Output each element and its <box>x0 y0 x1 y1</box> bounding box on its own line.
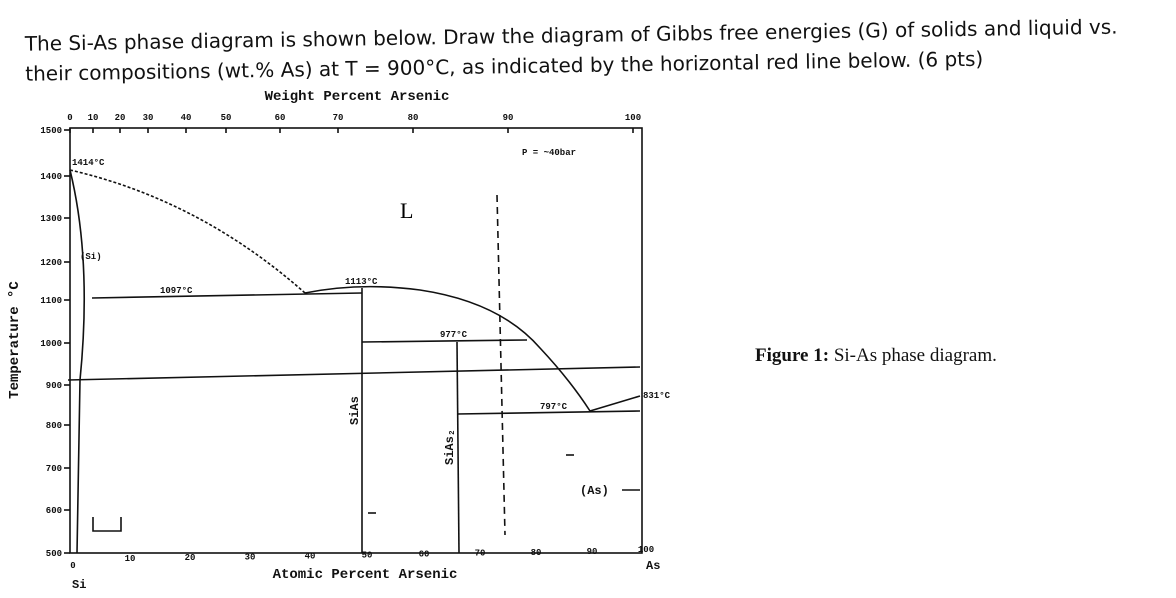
sias2-line <box>456 341 460 554</box>
eutectic2-line <box>456 410 641 415</box>
top-tick-label: 40 <box>181 113 192 123</box>
label: Si <box>72 578 86 592</box>
liquidus <box>304 285 591 412</box>
temperature-line <box>67 366 641 381</box>
caption-text: Si-As phase diagram. <box>834 345 997 366</box>
top-tick-label: 100 <box>625 113 641 123</box>
top-tick-label: 80 <box>408 113 419 123</box>
sketch <box>92 517 122 532</box>
phase-diagram: Weight Percent Arsenic Atomic Percent Ar… <box>7 89 671 592</box>
bottom-tick-label: 50 <box>362 551 373 561</box>
label: 831°C <box>643 391 671 401</box>
caption-label: Figure 1: <box>755 345 829 366</box>
top-tick-label: 20 <box>115 113 126 123</box>
label: 797°C <box>540 402 568 412</box>
bottom-tick-label: 60 <box>419 550 430 560</box>
left-tick-label: 1000 <box>40 339 62 349</box>
axis-title: Weight Percent Arsenic <box>265 89 450 105</box>
top-tick-label: 90 <box>503 113 514 123</box>
bottom-tick-label: 100 <box>638 545 654 555</box>
left-tick-label: 1300 <box>40 214 62 224</box>
axis-title: Temperature °C <box>7 281 23 399</box>
left-tick-label: 1100 <box>40 296 62 306</box>
left-tick-label: 700 <box>46 464 62 474</box>
top-tick-label: 0 <box>67 113 72 123</box>
left-tick-label: 600 <box>46 506 62 516</box>
top-tick-label: 60 <box>275 113 286 123</box>
top-tick-label: 30 <box>143 113 154 123</box>
left-tick-label: 1400 <box>40 172 62 182</box>
top-tick-label: 70 <box>333 113 344 123</box>
bottom-tick-label: 30 <box>245 552 256 562</box>
left-tick-label: 1200 <box>40 258 62 268</box>
bottom-tick-label: 20 <box>185 553 196 563</box>
as-liquidus <box>589 395 641 412</box>
label: SiAs <box>348 396 362 425</box>
label: 977°C <box>440 330 468 340</box>
axis-title: Atomic Percent Arsenic <box>273 567 458 583</box>
left-tick-label: 900 <box>46 381 62 391</box>
eutectic-line <box>91 292 363 299</box>
left-tick-label: 500 <box>46 549 62 559</box>
left-tick-label: 800 <box>46 421 62 431</box>
plot-frame <box>69 127 643 554</box>
peritectic-line <box>361 339 528 343</box>
bottom-tick-label: 90 <box>587 547 598 557</box>
top-tick-label: 10 <box>88 113 99 123</box>
left-tick-label: 1500 <box>40 126 62 136</box>
bottom-tick-label: 40 <box>305 551 316 561</box>
label: (As) <box>580 484 609 498</box>
label: L <box>400 198 413 223</box>
label: SiAs₂ <box>443 429 457 465</box>
bottom-tick-label: 10 <box>125 554 136 564</box>
label: As <box>646 559 660 573</box>
bottom-tick-label: 80 <box>531 548 542 558</box>
label: 1414°C <box>72 158 105 168</box>
label: P = ~40bar <box>522 148 576 158</box>
label: 1113°C <box>345 277 378 287</box>
liquidus-dashed <box>69 169 306 294</box>
si-solidus <box>69 169 86 554</box>
label: 1097°C <box>160 286 193 296</box>
bottom-tick-label: 0 <box>70 561 75 571</box>
composition-line <box>496 194 506 536</box>
label: (Si) <box>80 252 102 262</box>
top-tick-label: 50 <box>221 113 232 123</box>
caption: Figure 1: Si-As phase diagram. <box>755 345 997 366</box>
bottom-tick-label: 70 <box>475 549 486 559</box>
